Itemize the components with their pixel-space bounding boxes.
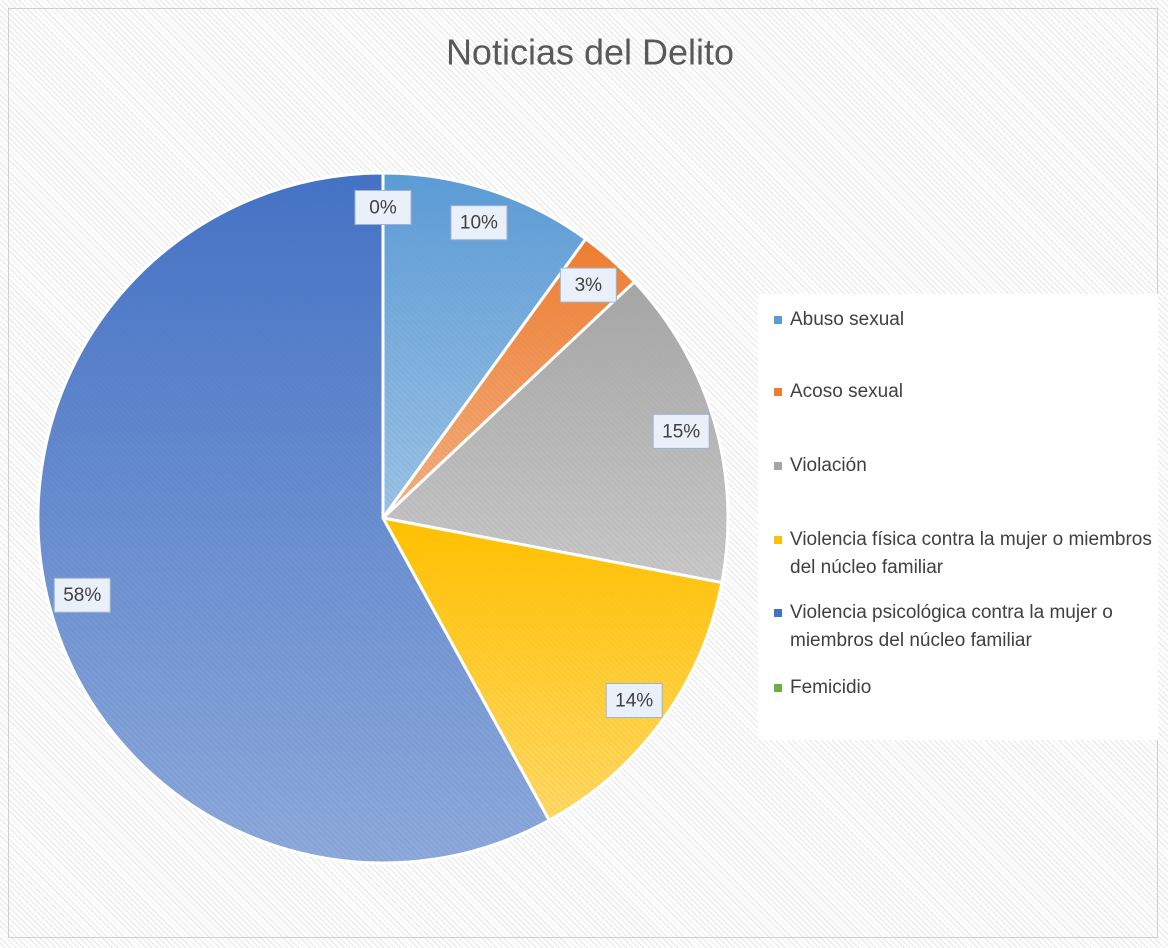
pie-slice: [36, 171, 552, 865]
legend-swatch: [774, 462, 782, 470]
legend-item: Abuso sexual: [774, 306, 1168, 334]
legend-label: Violencia psicológica contra la mujer o …: [790, 602, 1113, 651]
data-label-box: [559, 267, 617, 303]
legend-item: Acoso sexual: [774, 378, 1168, 406]
legend-swatch: [774, 684, 782, 692]
legend-label: Abuso sexual: [790, 309, 905, 330]
pie-slice: [379, 279, 730, 585]
data-label-box: [450, 205, 508, 241]
legend-item: Violencia física contra la mujer o miemb…: [774, 526, 1168, 582]
legend-item: Violación: [774, 452, 1168, 480]
legend-swatch: [774, 316, 782, 324]
legend-label: Femicidio: [790, 677, 872, 698]
legend: Abuso sexual Acoso sexual Violación Violenc…: [758, 294, 1158, 740]
data-label: 14%: [615, 691, 653, 712]
chart-title: Noticias del Delito: [446, 32, 734, 73]
legend-swatch: [774, 609, 782, 617]
data-label: 3%: [575, 275, 603, 296]
legend-label: Violación: [790, 455, 867, 476]
legend-swatch: [774, 388, 782, 396]
legend-item: Femicidio: [774, 674, 1168, 702]
data-label: 0%: [369, 198, 397, 219]
legend-label: Acoso sexual: [790, 381, 904, 402]
data-label-box: [53, 577, 111, 613]
pie-slice: [380, 515, 724, 823]
data-label-box: [652, 413, 710, 449]
pie-slice: [381, 171, 588, 523]
data-label-box: [605, 683, 663, 719]
data-label: 10%: [460, 213, 498, 234]
data-label-box: [354, 190, 412, 225]
legend-swatch: [774, 536, 782, 544]
legend-item: Violencia psicológica contra la mujer o …: [774, 599, 1168, 655]
data-label: 58%: [63, 585, 101, 606]
data-label: 15%: [662, 421, 700, 442]
legend-label: Violencia física contra la mujer o miemb…: [790, 529, 1152, 578]
